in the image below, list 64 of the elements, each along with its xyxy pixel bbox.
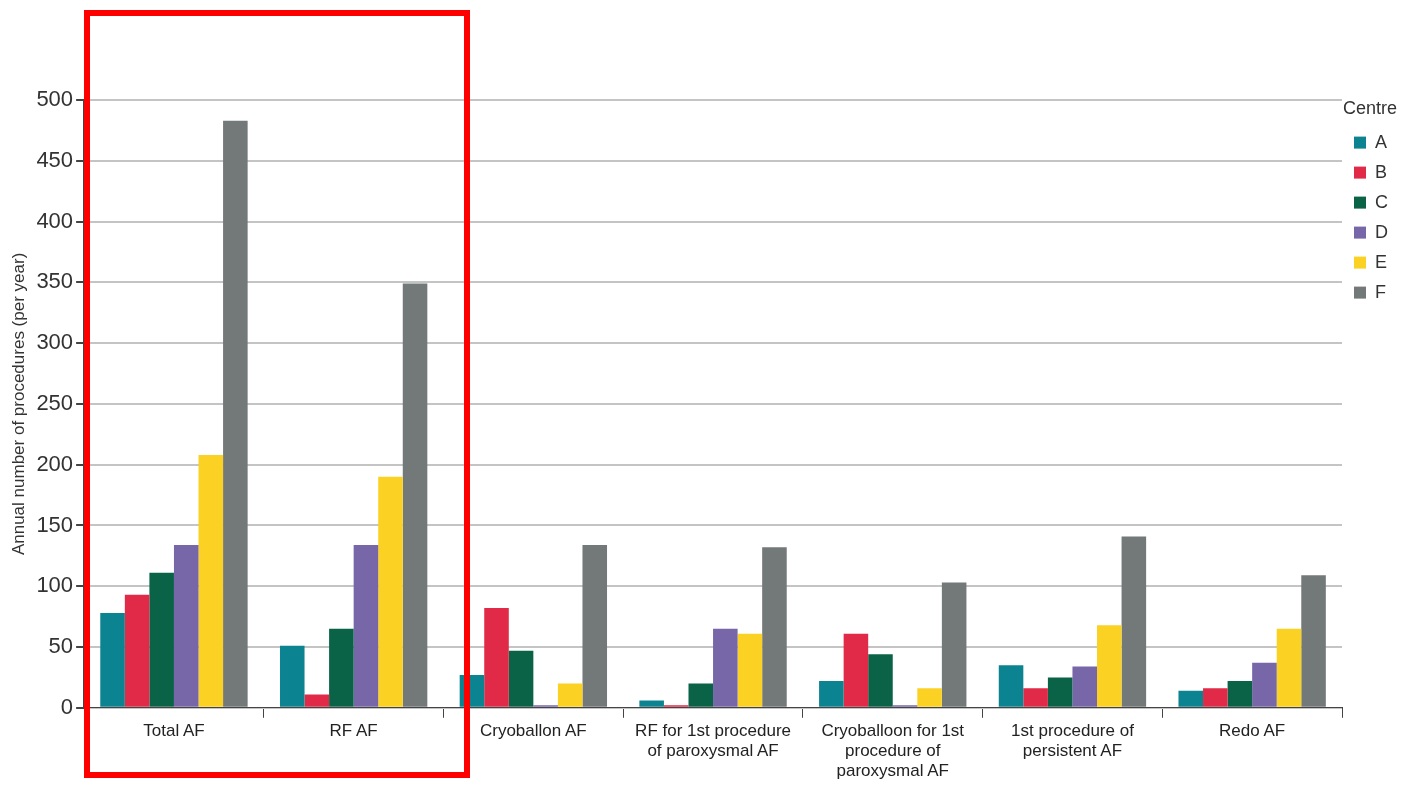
y-tick-label: 500 (36, 86, 74, 112)
bar (688, 683, 714, 707)
y-tick-label: 250 (36, 389, 74, 415)
legend-label: E (1375, 251, 1388, 272)
bar (1252, 662, 1277, 707)
bar (843, 633, 869, 707)
bar (1072, 666, 1098, 707)
y-tick-label: 400 (36, 207, 74, 233)
legend-label: C (1375, 191, 1388, 212)
legend-label: D (1375, 221, 1388, 242)
bar (737, 633, 763, 707)
x-tick-label: 1st procedure of persistent AF (1011, 720, 1135, 761)
x-tick-label: Redo AF (1219, 720, 1286, 740)
y-tick-label: 150 (36, 511, 74, 537)
bar (402, 283, 428, 707)
y-tick-label: 450 (36, 146, 74, 172)
bar (484, 608, 509, 707)
x-tick-label: Cryoballon AF (479, 720, 587, 740)
bar (1276, 628, 1302, 707)
bar (378, 476, 403, 707)
y-tick-label: 350 (36, 268, 74, 294)
x-tick-label: Total AF (143, 720, 205, 740)
y-tick-label: 100 (36, 572, 74, 598)
bar (998, 665, 1024, 707)
bar (1227, 681, 1253, 707)
bar (713, 628, 738, 707)
legend-label: B (1375, 161, 1388, 182)
legend-label: F (1375, 281, 1386, 302)
bar (1023, 688, 1048, 707)
bar (917, 688, 942, 707)
bar (582, 544, 608, 707)
bar (1097, 625, 1122, 707)
bar (173, 544, 199, 707)
y-tick-label: 0 (60, 693, 74, 719)
y-tick-label: 50 (48, 633, 74, 659)
bar (279, 645, 305, 707)
x-tick-label: RF AF (329, 720, 378, 740)
bar (223, 120, 248, 707)
bar (1301, 575, 1326, 707)
bar (1178, 690, 1204, 707)
legend-title: Centre (1342, 97, 1398, 118)
bar (1203, 688, 1228, 707)
y-axis-title: Annual number of procedures (per year) (8, 252, 28, 556)
bar (1047, 677, 1073, 707)
bar (639, 700, 664, 707)
legend-label: A (1375, 131, 1388, 152)
bar (329, 628, 354, 707)
bar (819, 681, 844, 707)
bar (304, 694, 330, 707)
bar (353, 544, 379, 707)
bar (1121, 536, 1147, 707)
bar (557, 683, 583, 707)
y-tick-label: 300 (36, 329, 74, 355)
bar (762, 547, 787, 707)
bar (149, 572, 174, 707)
bar (508, 650, 534, 707)
y-tick-label: 200 (36, 450, 74, 476)
bar (124, 594, 150, 707)
x-tick-label: Cryoballoon for 1st procedure of paroxysmal AF (821, 720, 965, 781)
bar (868, 654, 893, 707)
x-tick-label: RF for 1st procedure of paroxysmal AF (635, 720, 792, 761)
bar (941, 582, 967, 707)
bar (100, 612, 125, 707)
bar (198, 454, 224, 707)
